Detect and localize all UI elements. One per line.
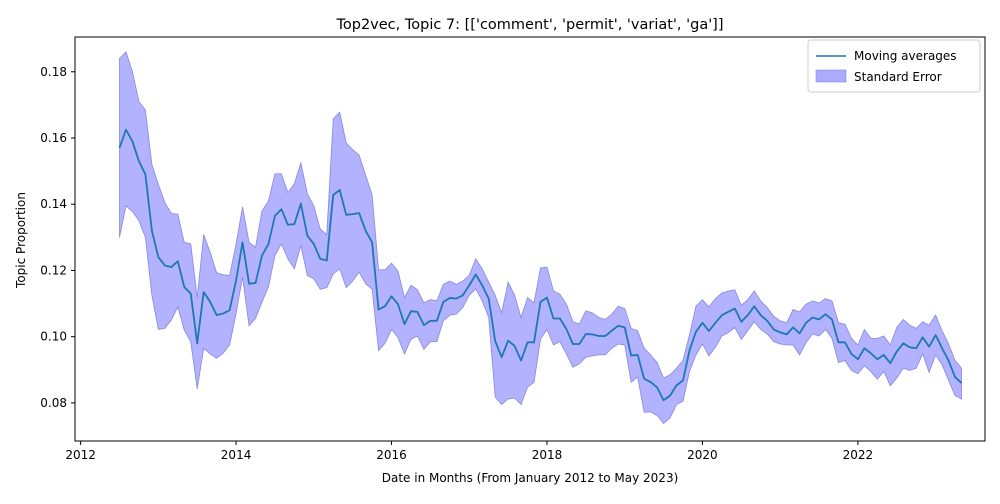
y-tick-label: 0.10 [40,330,67,344]
y-tick-label: 0.08 [40,396,67,410]
moving-average-line-layer [118,128,963,402]
x-tick-label: 2014 [221,448,252,462]
legend-box [807,39,981,93]
y-axis-ticks: 0.08 0.10 0.12 0.14 0.16 0.18 [40,65,75,410]
y-tick-label: 0.18 [40,65,67,79]
x-tick-label: 2012 [65,448,96,462]
axes-frame [74,36,986,442]
x-axis-ticks: 2012 2014 2016 2018 2020 2022 [65,441,873,462]
x-tick-label: 2020 [687,448,718,462]
x-tick-label: 2016 [376,448,407,462]
x-tick-label: 2022 [843,448,874,462]
y-axis-label: Topic Proportion [14,192,28,289]
standard-error-band-layer [119,51,962,425]
x-tick-label: 2018 [532,448,563,462]
legend: Moving averages Standard Error [807,39,981,93]
moving-average-line [118,128,963,402]
legend-label-standard-error: Standard Error [854,70,942,84]
legend-label-moving-averages: Moving averages [854,49,957,63]
chart-title: Top2vec, Topic 7: [['comment', 'permit',… [335,17,723,33]
y-tick-label: 0.12 [40,263,67,277]
y-tick-label: 0.14 [40,197,67,211]
standard-error-band [119,51,962,425]
legend-band-swatch [815,69,847,83]
y-tick-label: 0.16 [40,131,67,145]
x-axis-label: Date in Months (From January 2012 to May… [382,471,679,485]
